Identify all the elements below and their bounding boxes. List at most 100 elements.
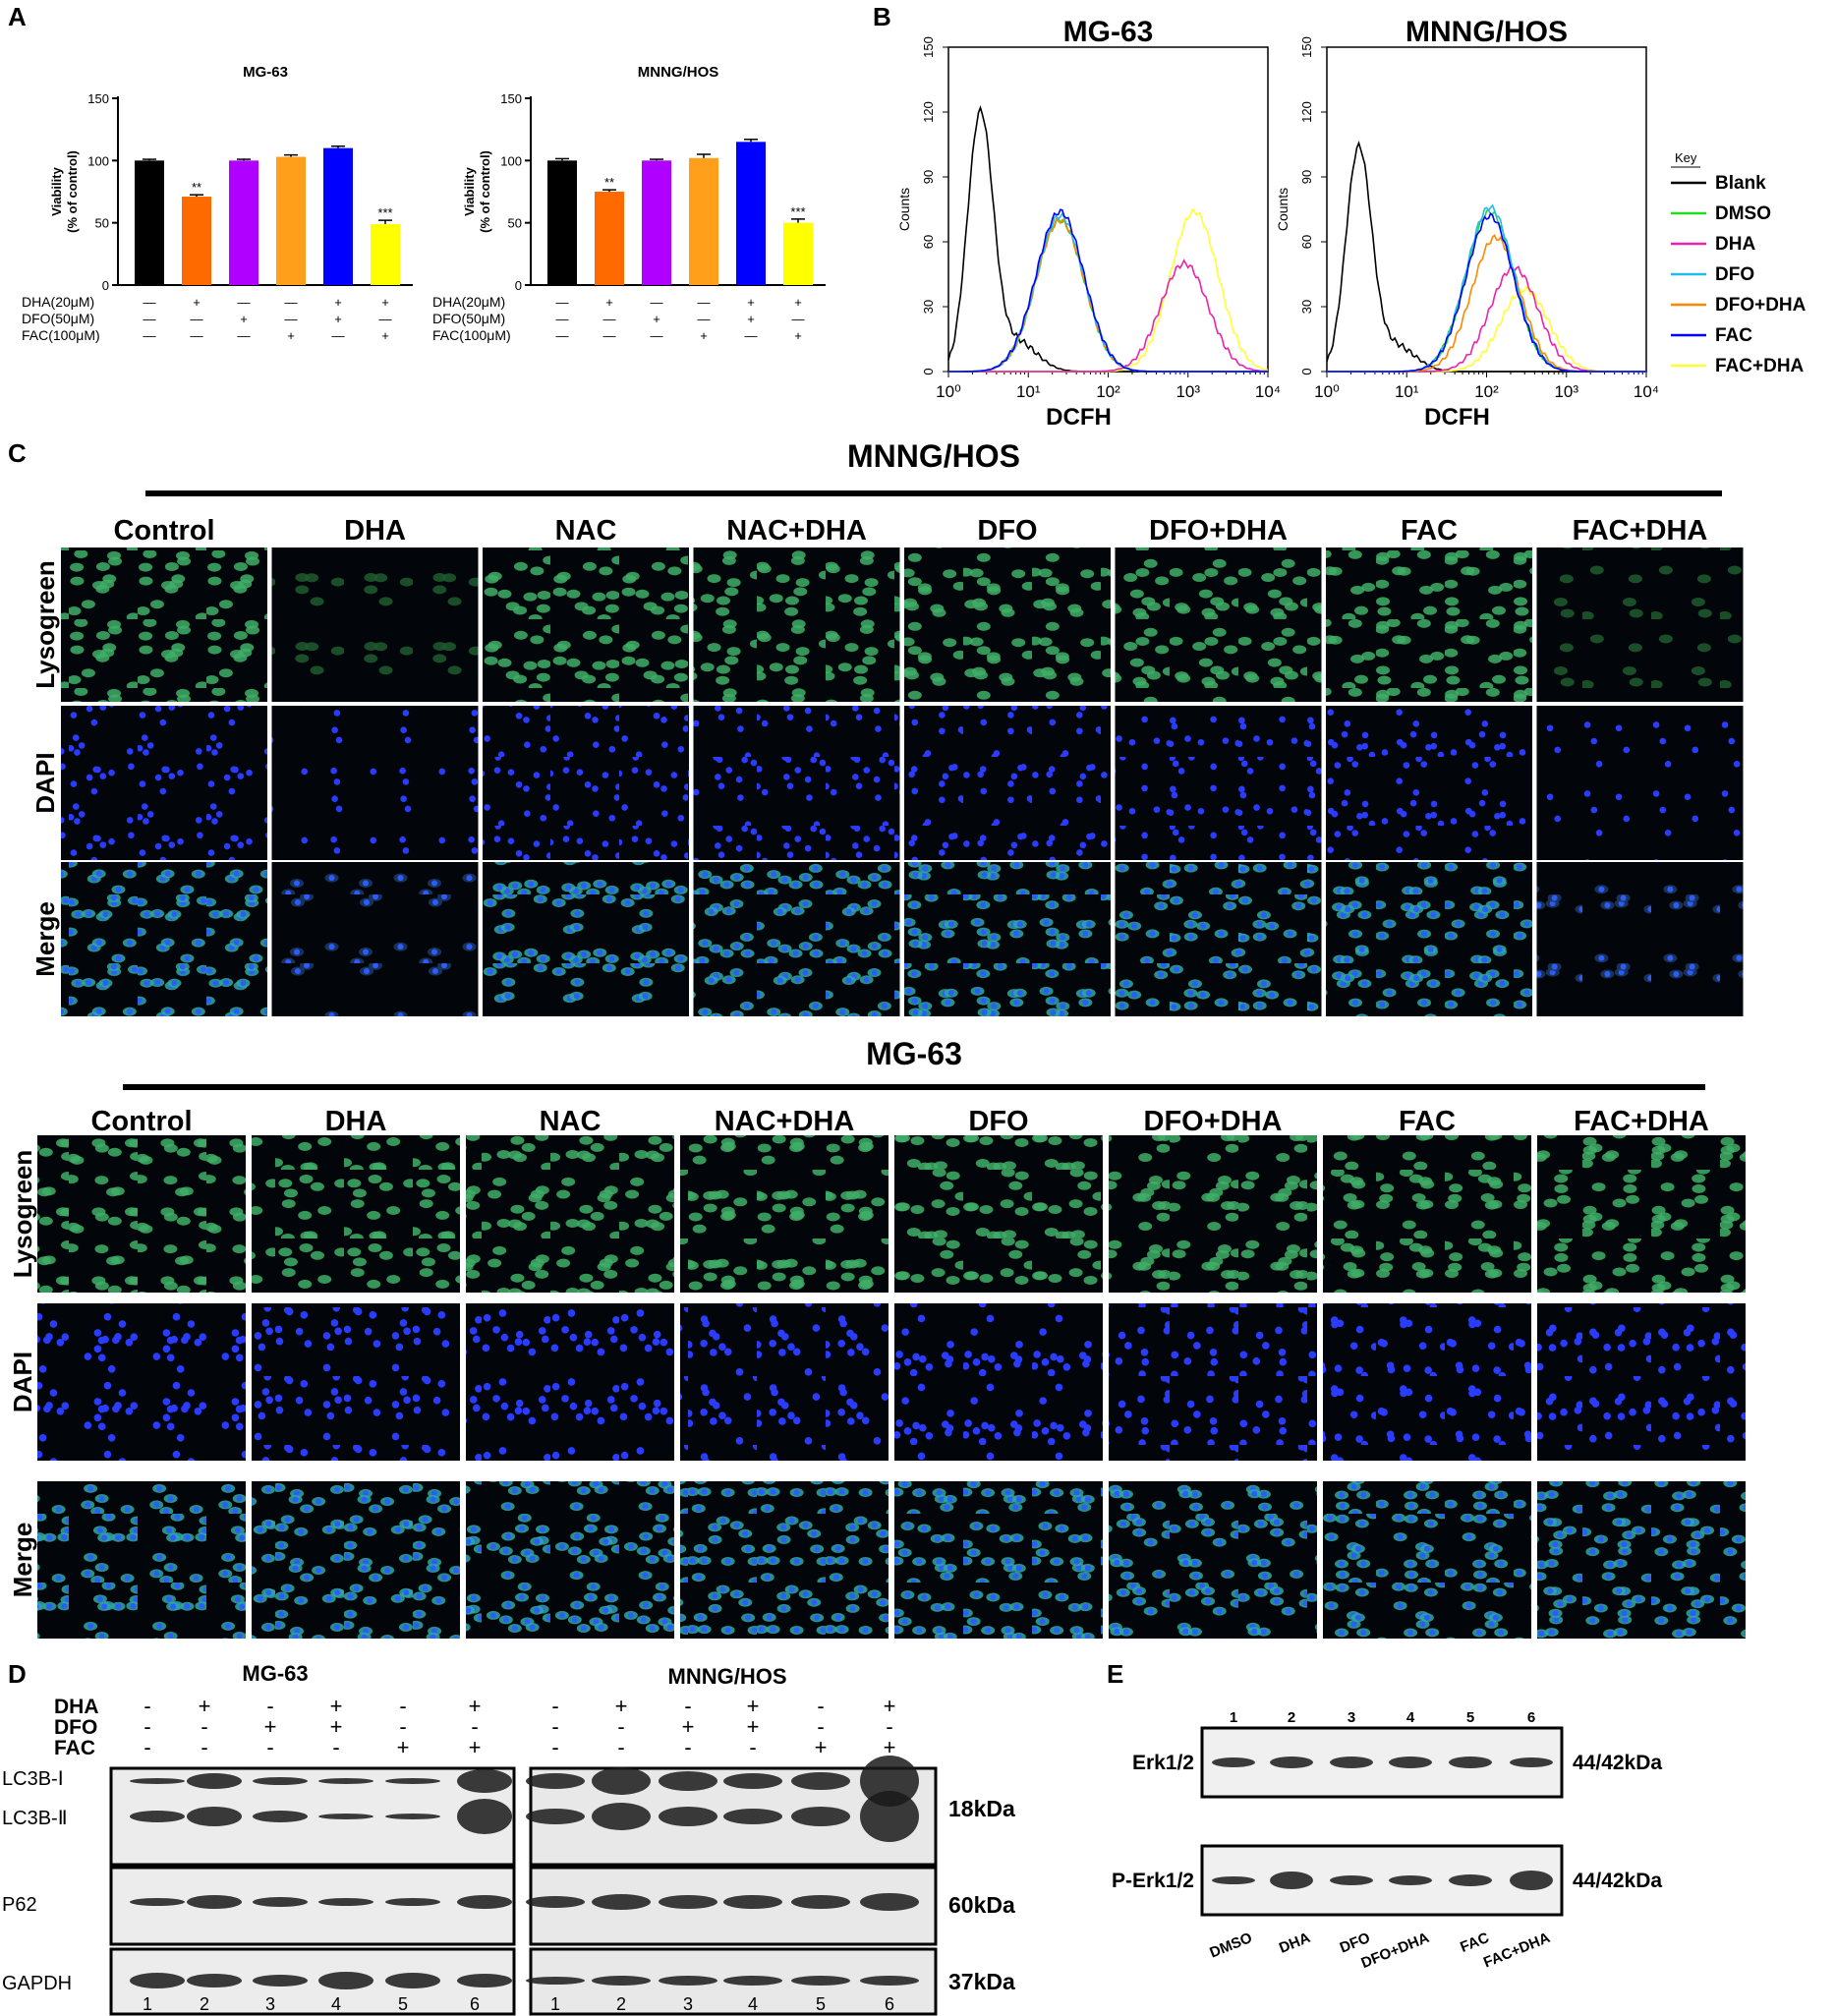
molecular-weight-label: 44/42kDa [1573,1752,1662,1774]
blot-band [253,1975,308,1987]
treatment-sign: - [551,1694,558,1718]
treatment-sign: - [817,1714,824,1739]
blot-band [1270,1757,1313,1768]
micrograph-green [894,1135,1103,1293]
blot-band [723,1895,782,1909]
blot-band [385,1814,440,1819]
micrograph-green [680,1135,889,1293]
row-label: Merge [30,901,60,977]
molecular-weight-label: 44/42kDa [1573,1870,1662,1892]
treatment-sign: — [379,312,392,326]
treatment-sign: + [794,328,802,343]
x-tick-label: 10¹ [1016,382,1041,401]
blot-band [1212,1757,1255,1767]
column-header: NAC [555,515,617,547]
micrograph-green [904,547,1111,702]
blot-band [1510,1757,1553,1767]
micrograph-merge [252,1481,460,1639]
blot-band [130,1898,185,1906]
y-tick-label: 100 [87,153,109,168]
column-header: Control [113,515,214,547]
micrograph-merge [680,1481,889,1639]
treatment-sign: — [285,312,298,326]
x-tick-label: 10² [1096,382,1120,401]
treatment-sign: — [698,312,711,326]
row-label: Merge [8,1523,37,1598]
histogram-title: MNNG/HOS [1405,16,1568,48]
legend-label: DFO [1715,264,1754,285]
bar [783,222,813,285]
histogram-curve [948,208,1268,373]
micrograph-green [483,547,689,702]
treatment-sign: — [143,295,156,310]
micrograph-merge [483,862,689,1016]
blot-band [592,1803,651,1830]
lane-number: 6 [470,1994,480,2014]
blot-band [860,1976,919,1986]
column-header: NAC [540,1106,602,1137]
micrograph-green [1326,547,1532,702]
lane-number: 5 [816,1994,826,2014]
x-axis-label: DCFH [1424,404,1490,431]
x-tick-label: 10³ [1554,382,1578,401]
y-axis-label: Counts [1275,188,1290,231]
group-label: FAC [1458,1930,1491,1956]
column-header: NAC+DHA [726,515,867,547]
treatment-label: FAC [54,1737,95,1759]
blot-band [526,1809,585,1824]
y-tick-label: 60 [1299,235,1314,249]
erk-blot-panel: 1 2 3 4 5 6 Erk1/2 44/42kDa P-Erk1/2 44/42kDa DMSO… [1112,1709,1662,1972]
blot-band [791,1807,850,1826]
blot-band [526,1773,585,1789]
blot-band [457,1974,512,1987]
micrograph-merge [1537,1481,1746,1639]
lane-number: 5 [398,1994,408,2014]
blot-label: GAPDH [2,1973,72,1994]
micrograph-merge [904,862,1111,1016]
group-label: DHA [1277,1930,1313,1957]
bar-chart-2: MNNG/HOS 0 50 100 150 Viability(% of control)… [432,64,826,343]
histogram-2: MNNG/HOS 0 30 60 90 120 150 Counts 10⁰ 10¹ 10² 10³ 1… [1275,16,1659,431]
blot-band [318,1898,373,1906]
blot-band [1449,1757,1492,1768]
treatment-sign: — [556,328,569,343]
column-header: DHA [344,515,406,547]
treatment-sign: - [684,1735,691,1759]
chart-title: MNNG/HOS [638,64,719,81]
treatment-sign: - [551,1714,558,1739]
treatment-sign: - [143,1714,150,1739]
lane-number: 6 [1527,1709,1535,1726]
legend-title: Key [1675,150,1697,165]
blot-band [187,1807,242,1826]
treatment-sign: — [603,328,616,343]
bar [371,223,400,285]
treatment-sign: + [884,1694,896,1718]
y-axis-label: Viability(% of control) [49,150,80,233]
y-tick-label: 50 [95,216,109,231]
blot-band [1389,1875,1432,1885]
y-tick-label: 0 [102,278,109,293]
block-title: MNNG/HOS [847,438,1020,474]
blot-band [659,1807,717,1826]
micrograph-merge [1536,862,1744,1016]
treatment-sign: + [815,1735,828,1759]
y-tick-label: 120 [921,101,936,123]
treatment-label: DFO(50μM) [432,311,505,326]
treatment-sign: — [143,312,156,326]
legend-label: Blank [1715,173,1766,194]
x-tick-label: 10² [1474,382,1499,401]
blot-band [723,1773,782,1789]
column-header: DFO [968,1106,1028,1137]
y-tick-label: 60 [921,235,936,249]
treatment-sign: + [700,328,708,343]
y-tick-label: 150 [921,36,936,58]
treatment-sign: - [617,1735,624,1759]
y-axis-label: Viability(% of control) [462,150,492,233]
bar [642,160,671,285]
micrograph-merge [37,1481,246,1639]
micrograph-green [1323,1135,1531,1293]
lane-number: 5 [1466,1709,1474,1726]
blot-band [526,1896,585,1908]
